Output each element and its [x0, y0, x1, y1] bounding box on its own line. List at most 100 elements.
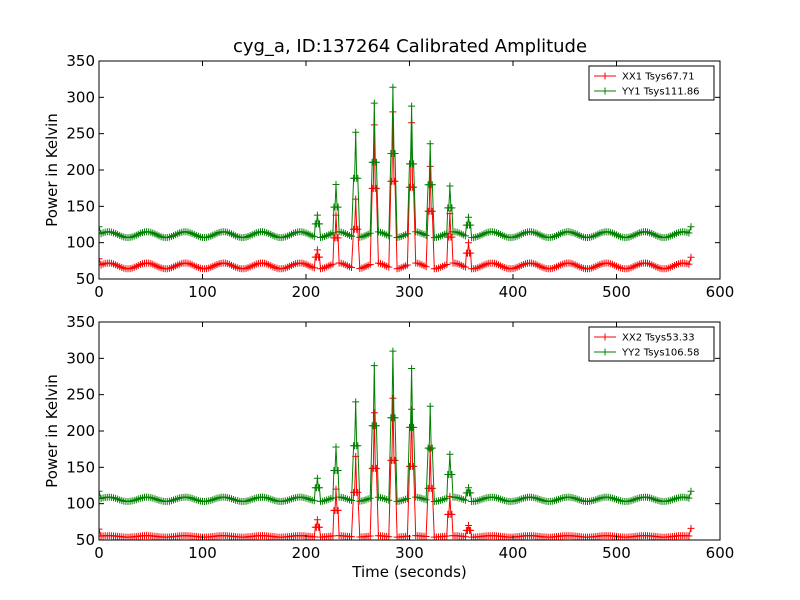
data-point — [310, 533, 318, 540]
data-point — [354, 225, 362, 233]
data-point — [687, 487, 695, 495]
data-point — [348, 264, 355, 271]
y-tick-label: 150 — [66, 197, 95, 215]
legend-marker — [601, 72, 609, 80]
y-tick-label: 50 — [76, 270, 95, 288]
data-point — [410, 423, 418, 431]
legend-marker — [601, 348, 609, 356]
legend-label: XX1 Tsys67.71 — [622, 72, 695, 83]
data-point — [687, 253, 695, 261]
data-point — [366, 494, 374, 502]
data-point — [329, 532, 337, 540]
y-tick-label: 200 — [66, 161, 95, 179]
legend-item: YY2 Tsys106.58 — [594, 348, 700, 359]
data-point — [428, 484, 436, 492]
data-point — [443, 261, 451, 268]
y-tick-label: 100 — [66, 234, 95, 252]
data-point — [313, 246, 321, 254]
data-point — [408, 365, 416, 372]
data-point — [348, 232, 355, 240]
x-tick-label: 500 — [602, 283, 631, 301]
y-tick-label: 100 — [66, 495, 95, 513]
data-point — [370, 362, 378, 370]
x-axis-label: Time (seconds) — [351, 563, 467, 581]
y-tick-label: 50 — [76, 531, 95, 549]
data-point — [366, 261, 374, 268]
series-xx1 — [99, 108, 695, 273]
chart-title: cyg_a, ID:137264 Calibrated Amplitude — [233, 36, 587, 57]
y-axis-label: Power in Kelvin — [43, 113, 61, 227]
data-point — [422, 533, 430, 540]
y-tick-label: 300 — [66, 349, 95, 367]
data-point — [99, 525, 103, 533]
x-tick-label: 600 — [706, 544, 735, 562]
data-point — [370, 99, 378, 107]
y-tick-label: 300 — [66, 88, 95, 106]
x-tick-label: 100 — [188, 283, 217, 301]
data-point — [372, 422, 380, 430]
y-tick-label: 200 — [66, 422, 95, 440]
legend-marker — [601, 333, 609, 341]
data-point — [465, 484, 472, 492]
data-point — [389, 347, 397, 355]
legend: XX1 Tsys67.71 YY1 Tsys111.86 — [588, 65, 715, 101]
legend-item: XX1 Tsys67.71 — [594, 72, 695, 83]
data-point — [410, 462, 418, 470]
legend-marker — [601, 87, 609, 95]
data-point — [446, 450, 454, 458]
data-point — [448, 233, 456, 241]
data-point — [467, 489, 475, 497]
data-point — [348, 533, 355, 540]
data-point — [352, 128, 360, 136]
data-point — [316, 523, 323, 531]
data-point — [422, 496, 430, 504]
data-point — [687, 524, 695, 532]
data-point — [334, 506, 342, 514]
y-axis-label: Power in Kelvin — [43, 374, 61, 488]
data-point — [310, 264, 318, 272]
data-point — [370, 409, 378, 417]
legend-label: YY1 Tsys111.86 — [621, 87, 700, 98]
legend-item: XX2 Tsys53.33 — [594, 333, 695, 344]
data-point — [334, 234, 342, 242]
data-point — [428, 444, 436, 452]
data-point — [465, 239, 472, 247]
legend-item: YY1 Tsys111.86 — [594, 87, 700, 98]
top-panel: 0 100 200 300 400 500 600 50 100 150 200 250 300 350 P… — [43, 52, 734, 301]
y-tick-label: 250 — [66, 125, 95, 143]
data-point — [334, 203, 342, 211]
data-point — [313, 516, 321, 524]
x-tick-label: 200 — [292, 544, 321, 562]
x-tick-label: 300 — [395, 544, 424, 562]
y-tick-label: 350 — [66, 313, 95, 331]
data-point — [422, 263, 430, 271]
data-point — [685, 532, 693, 540]
data-point — [385, 533, 393, 540]
x-tick-label: 400 — [499, 544, 528, 562]
y-tick-label: 150 — [66, 458, 95, 476]
data-point — [448, 510, 456, 518]
data-point — [410, 160, 418, 168]
y-tick-label: 250 — [66, 386, 95, 404]
series-yy1 — [99, 83, 695, 242]
data-point — [391, 177, 399, 185]
data-point — [354, 442, 362, 450]
data-point — [310, 497, 318, 505]
data-point — [408, 102, 416, 110]
data-point — [467, 221, 475, 229]
data-point — [348, 497, 355, 504]
data-point — [461, 232, 469, 240]
data-point — [426, 402, 434, 410]
data-point — [332, 181, 340, 188]
data-point — [687, 223, 695, 231]
data-point — [99, 255, 103, 263]
data-point — [372, 158, 380, 166]
data-point — [329, 229, 337, 237]
data-point — [389, 83, 397, 91]
data-point — [313, 474, 321, 482]
data-point — [422, 231, 430, 239]
data-point — [685, 229, 693, 237]
legend-box — [588, 65, 715, 101]
data-point — [428, 181, 436, 189]
